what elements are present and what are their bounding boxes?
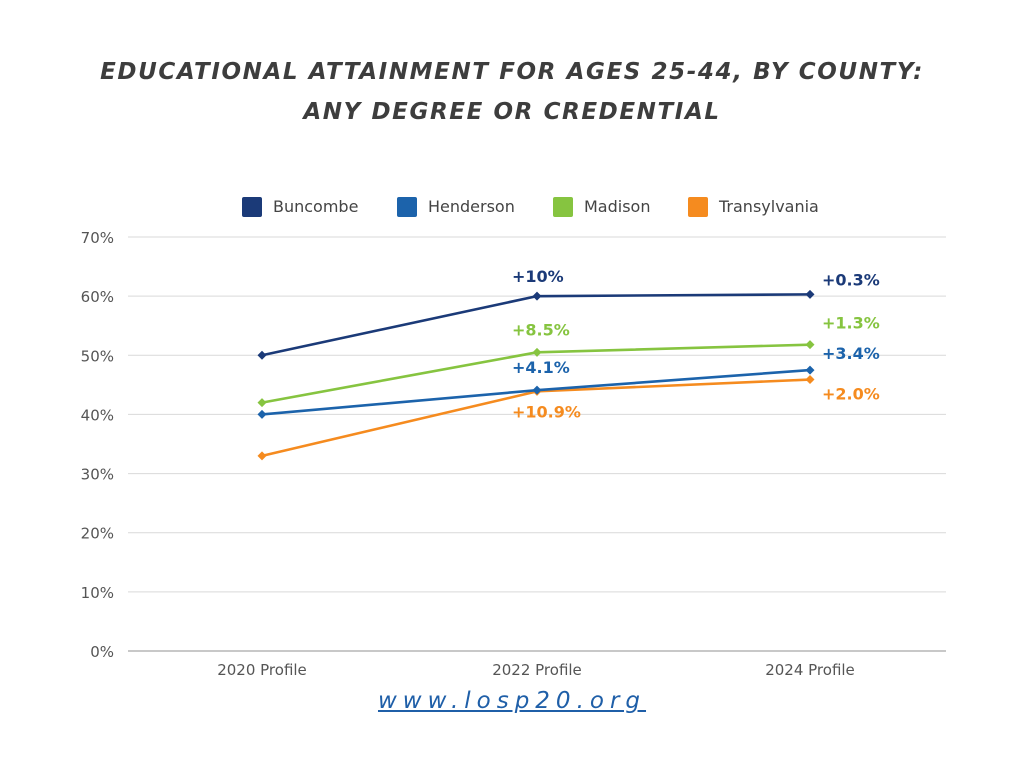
- data-point: [532, 291, 542, 301]
- chart-title-line-2: ANY DEGREE OR CREDENTIAL: [303, 99, 721, 125]
- data-point: [805, 375, 815, 385]
- legend-label: Henderson: [428, 197, 515, 216]
- legend: Buncombe Henderson Madison Transylvania: [242, 197, 819, 217]
- data-label-buncombe: +0.3%: [822, 270, 880, 289]
- data-label-buncombe: +10%: [512, 267, 564, 286]
- y-tick-label: 60%: [81, 288, 114, 306]
- data-point: [805, 289, 815, 299]
- chart-title-line-1: EDUCATIONAL ATTAINMENT FOR AGES 25-44, B…: [100, 59, 924, 85]
- data-point: [257, 398, 267, 408]
- y-tick-label: 50%: [81, 347, 114, 365]
- legend-item-buncombe: Buncombe: [242, 197, 358, 217]
- chart-title: EDUCATIONAL ATTAINMENT FOR AGES 25-44, B…: [0, 52, 1024, 132]
- data-label-henderson: +4.1%: [512, 358, 570, 377]
- legend-item-henderson: Henderson: [397, 197, 515, 217]
- data-point: [805, 365, 815, 375]
- x-tick-label: 2020 Profile: [217, 661, 307, 679]
- data-label-henderson: +3.4%: [822, 344, 880, 363]
- legend-label: Madison: [584, 197, 650, 216]
- series-madison: [257, 340, 815, 408]
- x-tick-label: 2022 Profile: [492, 661, 582, 679]
- data-point: [532, 347, 542, 357]
- data-point: [257, 451, 267, 461]
- legend-swatch: [553, 197, 573, 217]
- series-henderson: [257, 365, 815, 419]
- legend-swatch: [242, 197, 262, 217]
- y-tick-label: 0%: [90, 643, 114, 661]
- x-axis-ticks: 2020 Profile 2022 Profile 2024 Profile: [217, 661, 855, 679]
- legend-label: Buncombe: [273, 197, 358, 216]
- legend-item-transylvania: Transylvania: [688, 197, 819, 217]
- data-point: [257, 350, 267, 360]
- y-tick-label: 40%: [81, 406, 114, 424]
- data-point: [257, 409, 267, 419]
- y-tick-label: 70%: [81, 229, 114, 247]
- series-lines: [257, 289, 815, 461]
- y-tick-label: 20%: [81, 525, 114, 543]
- data-point: [532, 385, 542, 395]
- y-tick-label: 10%: [81, 584, 114, 602]
- data-label-transylvania: +2.0%: [822, 385, 880, 404]
- data-point: [805, 340, 815, 350]
- y-axis-ticks: 0% 10% 20% 30% 40% 50% 60% 70%: [81, 229, 114, 661]
- legend-swatch: [688, 197, 708, 217]
- data-label-transylvania: +10.9%: [512, 402, 581, 421]
- y-tick-label: 30%: [81, 466, 114, 484]
- legend-item-madison: Madison: [553, 197, 650, 217]
- data-label-madison: +1.3%: [822, 314, 880, 333]
- legend-label: Transylvania: [718, 197, 819, 216]
- series-buncombe: [257, 289, 815, 360]
- data-labels: +10% +0.3% +4.1% +3.4% +8.5% +1.3% +10.9% +2.0%: [512, 267, 880, 421]
- x-tick-label: 2024 Profile: [765, 661, 855, 679]
- data-label-madison: +8.5%: [512, 320, 570, 339]
- legend-swatch: [397, 197, 417, 217]
- website-link[interactable]: www.losp20.org: [377, 688, 647, 714]
- footer: www.losp20.org: [0, 688, 1024, 714]
